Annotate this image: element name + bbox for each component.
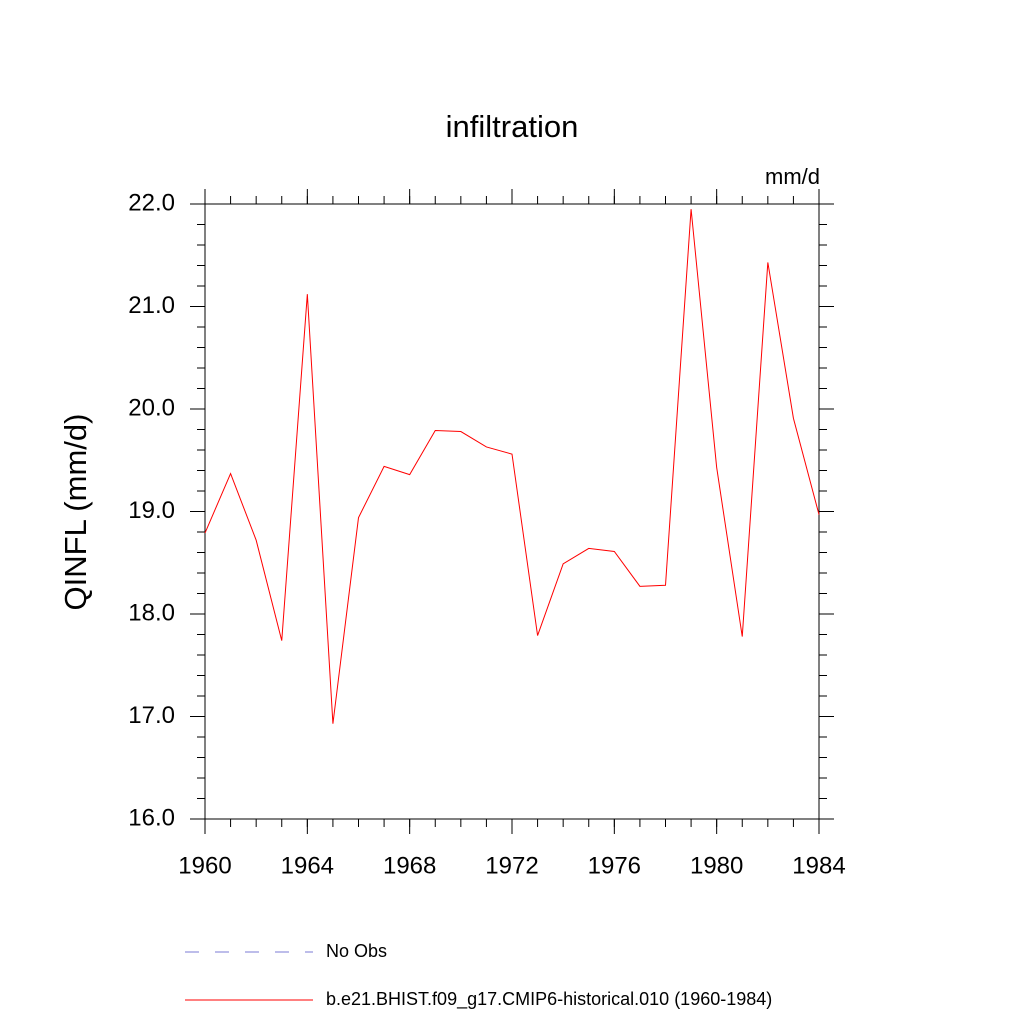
y-tick-label: 20.0 [128, 394, 175, 421]
x-tick-label: 1968 [383, 852, 436, 879]
y-tick-label: 17.0 [128, 702, 175, 729]
x-tick-label: 1960 [178, 852, 231, 879]
chart-title: infiltration [446, 109, 579, 144]
plot-frame [204, 203, 820, 820]
x-tick-label: 1976 [588, 852, 641, 879]
x-tick-label: 1980 [690, 852, 743, 879]
legend-label: b.e21.BHIST.f09_g17.CMIP6-historical.010… [326, 989, 772, 1010]
legend-label: No Obs [326, 941, 387, 961]
y-tick-label: 22.0 [128, 189, 175, 216]
y-axis-label: QINFL (mm/d) [58, 414, 93, 611]
units-label: mm/d [765, 164, 820, 189]
series-line [204, 209, 820, 724]
x-tick-label: 1984 [792, 852, 845, 879]
x-tick-label: 1972 [485, 852, 538, 879]
y-tick-label: 18.0 [128, 599, 175, 626]
x-tick-label: 1964 [281, 852, 334, 879]
y-tick-label: 16.0 [128, 804, 175, 831]
y-tick-label: 19.0 [128, 497, 175, 524]
y-tick-label: 21.0 [128, 292, 175, 319]
